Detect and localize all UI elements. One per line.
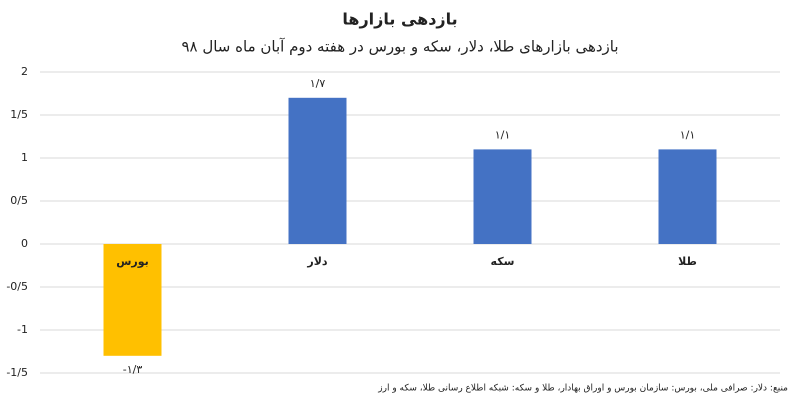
y-tick-label: -0/5 — [6, 280, 28, 293]
source-note: منبع: دلار: صرافی ملی، بورس: سازمان بورس… — [377, 384, 788, 394]
y-tick-label: 0/5 — [10, 194, 28, 207]
y-tick-label: 1/5 — [10, 108, 28, 121]
category-label: دلار — [306, 255, 328, 268]
category-label: بورس — [116, 255, 149, 268]
bar — [288, 97, 347, 244]
bar — [658, 149, 717, 244]
y-tick-label: 2 — [21, 65, 28, 78]
y-tick-label: -1/5 — [6, 366, 28, 379]
value-label: ۱/۱ — [680, 128, 696, 141]
value-label: ۱/۱ — [495, 128, 511, 141]
y-tick-label: 1 — [21, 151, 28, 164]
value-label: -۱/۳ — [123, 363, 143, 376]
bar — [103, 244, 162, 356]
y-tick-label: 0 — [21, 237, 28, 250]
chart-subtitle: بازدهی بازارهای طلا، دلار، سکه و بورس در… — [181, 38, 618, 56]
chart-title: بازدهی بازارها — [342, 10, 457, 29]
bar — [473, 149, 532, 244]
category-label: سکه — [491, 255, 515, 268]
value-label: ۱/۷ — [310, 77, 326, 90]
y-tick-label: -1 — [17, 323, 28, 336]
category-label: طلا — [678, 255, 697, 268]
